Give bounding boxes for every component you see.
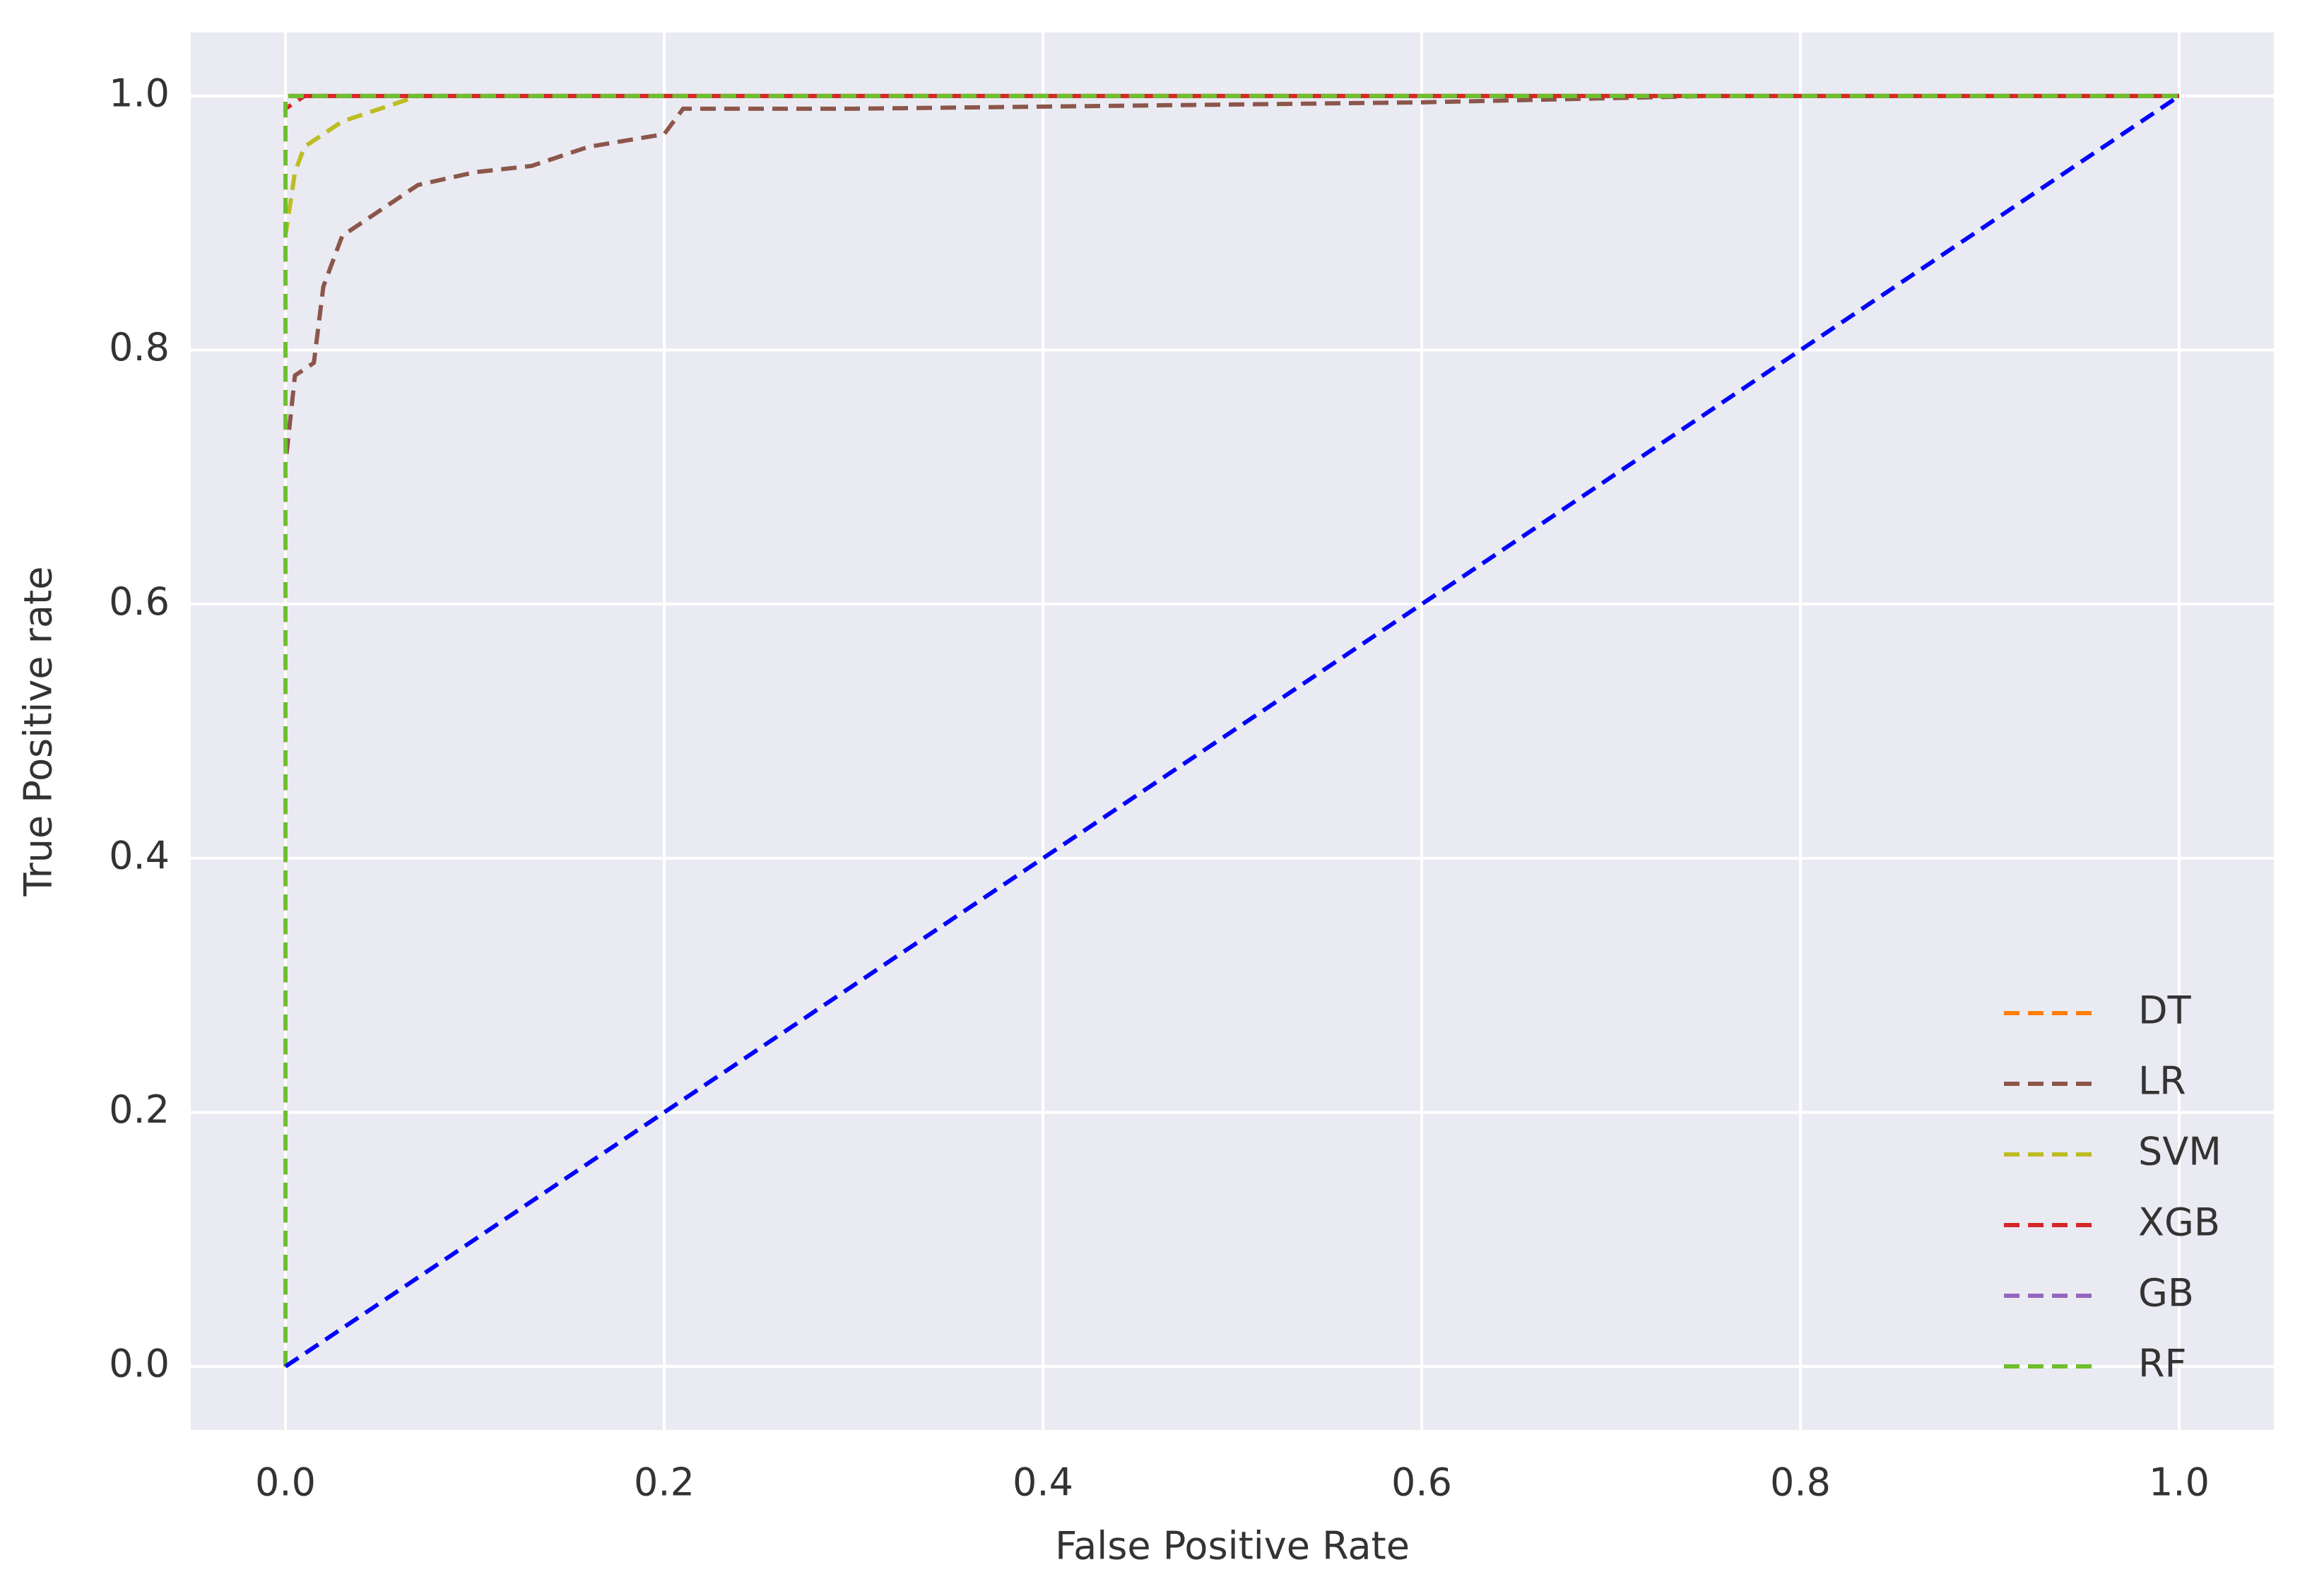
x-tick-label: 0.6 bbox=[1391, 1460, 1452, 1505]
legend-label: RF bbox=[2138, 1342, 2187, 1386]
roc-line bbox=[283, 93, 2179, 1367]
x-tick-label: 0.8 bbox=[1770, 1460, 1831, 1505]
y-tick-label: 0.4 bbox=[109, 833, 170, 877]
roc-line bbox=[283, 93, 2179, 1367]
x-tick-label: 0.2 bbox=[634, 1460, 695, 1505]
legend-label: LR bbox=[2138, 1059, 2186, 1104]
x-tick-label: 1.0 bbox=[2149, 1460, 2210, 1505]
legend-label: GB bbox=[2138, 1271, 2194, 1316]
legend-label: SVM bbox=[2138, 1130, 2222, 1174]
x-axis-label: False Positive Rate bbox=[1055, 1524, 1410, 1568]
y-tick-label: 0.2 bbox=[109, 1087, 170, 1132]
x-tick-label: 0.4 bbox=[1013, 1460, 1073, 1505]
y-tick-label: 0.8 bbox=[109, 325, 170, 370]
y-axis-label: True Positive rate bbox=[16, 567, 61, 897]
y-tick-label: 0.6 bbox=[109, 579, 170, 624]
legend-label: XGB bbox=[2138, 1200, 2220, 1245]
y-tick-label: 0.0 bbox=[109, 1342, 170, 1386]
legend-label: DT bbox=[2138, 988, 2192, 1033]
roc-line bbox=[283, 93, 2179, 1367]
roc-line bbox=[284, 94, 2181, 1369]
x-tick-label: 0.0 bbox=[255, 1460, 316, 1505]
y-tick-label: 1.0 bbox=[109, 71, 170, 116]
